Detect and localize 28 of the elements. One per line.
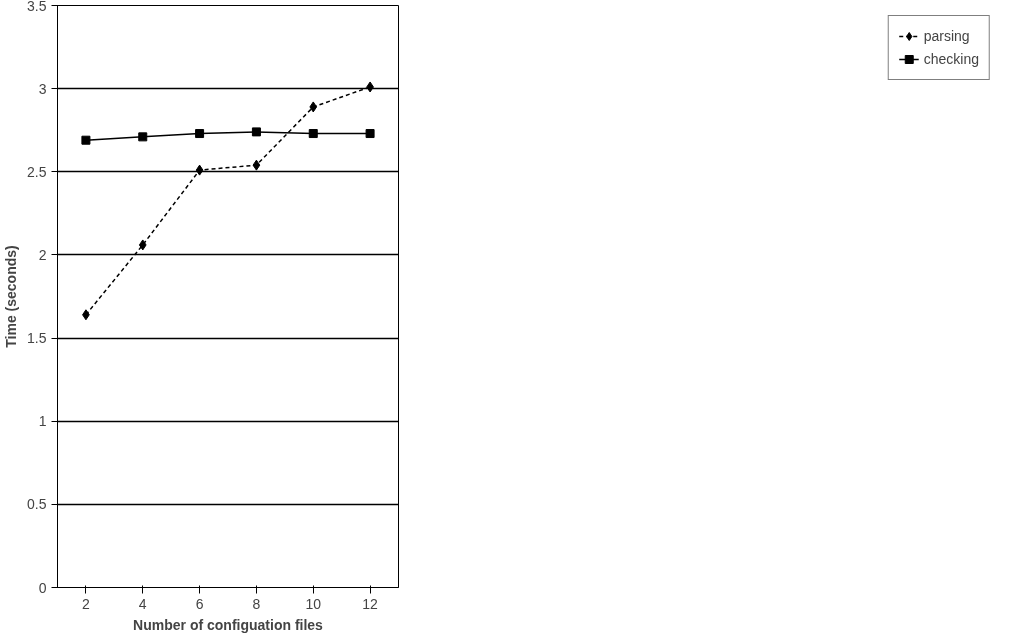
point xyxy=(252,159,261,171)
x-tick-label: 10 xyxy=(305,595,322,612)
y-tick-label: 2 xyxy=(38,246,47,263)
point xyxy=(138,132,148,142)
y-tick-label: 0.5 xyxy=(27,496,47,513)
x-tick-label: 4 xyxy=(138,595,147,612)
point xyxy=(309,101,318,113)
point xyxy=(138,239,147,251)
x-tick-label: 6 xyxy=(195,595,204,612)
x-tick-label: 8 xyxy=(252,595,261,612)
y-tick-label: 1.5 xyxy=(27,330,47,347)
point xyxy=(195,129,205,139)
point xyxy=(308,129,318,139)
point xyxy=(195,164,204,176)
legend-label: parsing xyxy=(923,28,970,44)
y-tick-label: 3 xyxy=(38,80,47,97)
point xyxy=(251,127,261,137)
x-tick-label: 12 xyxy=(362,595,379,612)
x-axis-title: Number of configuation files xyxy=(133,616,324,633)
y-tick-label: 2.5 xyxy=(27,163,47,180)
point xyxy=(365,129,375,139)
point xyxy=(81,135,91,145)
y-tick-label: 3.5 xyxy=(27,0,47,14)
y-tick-label: 1 xyxy=(38,413,47,430)
y-axis-title: Time (seconds) xyxy=(3,245,20,348)
y-tick-label: 0 xyxy=(38,579,47,596)
x-tick-label: 2 xyxy=(82,595,91,612)
legend-label: checking xyxy=(923,51,979,67)
